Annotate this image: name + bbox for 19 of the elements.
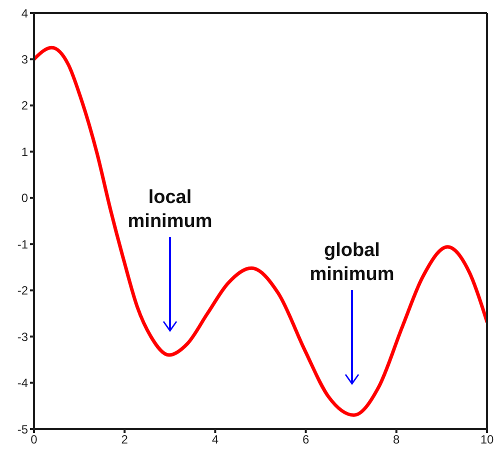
annotation: local minimum [128,187,212,232]
y-tick-label: 2 [21,98,28,113]
y-tick-label: -2 [17,284,28,298]
annotation: global minimum [310,240,394,285]
y-tick-label: -3 [17,330,28,344]
y-tick-label: 3 [21,52,28,66]
x-tick-label: 0 [30,432,38,447]
x-tick-label: 2 [121,432,128,447]
y-tick-label: -5 [17,422,28,436]
y-tick-label: -1 [17,237,28,252]
x-tick-label: 6 [302,432,310,447]
line-series [34,46,487,417]
x-tick-label: 4 [212,432,219,447]
x-tick-label: 8 [393,432,400,447]
y-tick-label: 0 [21,191,28,206]
y-tick-label: -4 [17,376,28,390]
x-tick-label: 10 [480,432,494,447]
y-tick-label: 4 [21,6,28,20]
y-tick-label: 1 [21,144,28,159]
